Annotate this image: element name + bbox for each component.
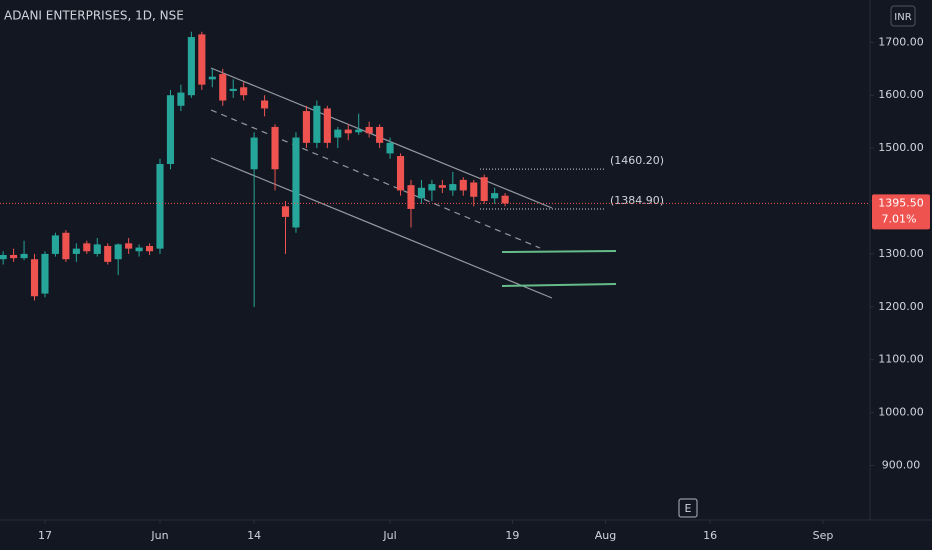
level-label: (1460.20) xyxy=(610,154,664,167)
events-icon[interactable] xyxy=(678,498,698,518)
y-tick-label: 1500.00 xyxy=(878,141,924,154)
candle-body xyxy=(417,187,426,199)
candle-body xyxy=(177,92,185,106)
candle-body xyxy=(459,179,467,191)
candle-body xyxy=(438,185,446,188)
candle-body xyxy=(386,142,394,154)
candle-body xyxy=(83,243,91,252)
candle-body xyxy=(407,185,415,209)
candle-body xyxy=(261,100,269,109)
candle-body xyxy=(20,253,28,259)
candle-body xyxy=(219,74,227,101)
candle-body xyxy=(240,87,248,96)
candle-body xyxy=(114,244,122,260)
support-line xyxy=(501,283,617,287)
candle-body xyxy=(334,129,342,138)
candle-body xyxy=(281,206,290,217)
candle-body xyxy=(0,254,7,260)
candle-body xyxy=(62,232,70,260)
candle-body xyxy=(198,34,206,85)
x-tick-label: 19 xyxy=(505,529,519,542)
y-tick-label: 1200.00 xyxy=(878,300,924,313)
candle-body xyxy=(355,129,363,133)
candle-body xyxy=(125,243,133,249)
last-change-label: 7.01% xyxy=(882,212,917,225)
last-price-tag xyxy=(872,194,930,230)
x-tick-label: Sep xyxy=(813,529,834,542)
candle-body xyxy=(323,108,331,143)
x-tick-label: 14 xyxy=(247,529,261,542)
channel-mid xyxy=(210,109,541,249)
y-tick-label: 1000.00 xyxy=(878,406,924,419)
y-tick-label: 1600.00 xyxy=(878,88,924,101)
candle-body xyxy=(344,129,352,134)
candle-body xyxy=(10,254,18,259)
x-tick-label: 16 xyxy=(703,529,717,542)
candle-body xyxy=(480,177,488,202)
candle-body xyxy=(135,247,143,252)
candle-body xyxy=(51,235,59,254)
candle-body xyxy=(166,95,175,164)
candle-body xyxy=(93,244,101,254)
candle-body xyxy=(41,253,49,294)
candle-body xyxy=(428,184,436,191)
candle-body xyxy=(271,126,279,170)
channel-lower xyxy=(210,157,553,299)
last-price-label: 1395.50 xyxy=(878,196,924,209)
candle-body xyxy=(501,195,509,204)
candle-body xyxy=(491,193,499,199)
y-tick-label: 900.00 xyxy=(882,459,921,472)
candle-body xyxy=(376,126,384,143)
candle-body xyxy=(229,88,237,91)
y-tick-label: 1300.00 xyxy=(878,247,924,260)
currency-box[interactable] xyxy=(890,5,916,27)
candle-body xyxy=(156,163,164,249)
candle-body xyxy=(302,111,310,143)
events-icon-label[interactable]: E xyxy=(685,502,692,515)
candle-body xyxy=(208,76,216,80)
x-tick-label: Jul xyxy=(382,529,396,542)
candle-body xyxy=(187,37,195,96)
candle-body xyxy=(292,137,300,228)
candle-body xyxy=(365,126,373,134)
candle-body xyxy=(30,259,39,297)
candle-body xyxy=(104,245,112,262)
x-tick-label: Jun xyxy=(150,529,168,542)
candle-body xyxy=(250,137,258,170)
x-tick-label: 17 xyxy=(38,529,52,542)
y-tick-label: 1700.00 xyxy=(878,35,924,48)
x-tick-label: Aug xyxy=(595,529,616,542)
level-label: (1384.90) xyxy=(610,194,664,207)
candle-body xyxy=(313,105,321,143)
candle-body xyxy=(145,245,154,252)
candle-body xyxy=(470,182,478,197)
candle-body xyxy=(449,184,457,191)
candle-body xyxy=(72,248,80,254)
y-tick-label: 1100.00 xyxy=(878,353,924,366)
support-line xyxy=(501,250,617,253)
chart-title: ADANI ENTERPRISES, 1D, NSE xyxy=(4,9,184,23)
candle-body xyxy=(396,156,405,191)
currency[interactable]: INR xyxy=(894,12,911,23)
